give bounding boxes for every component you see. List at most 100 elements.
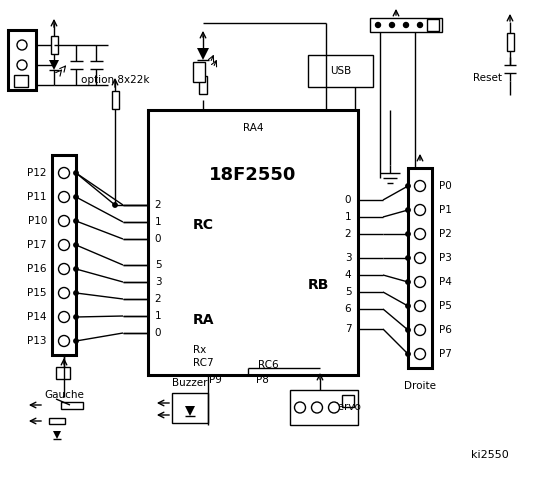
Bar (112, 91, 118, 109)
Polygon shape (185, 406, 195, 416)
Text: P9: P9 (208, 375, 221, 385)
Text: RB: RB (308, 278, 330, 292)
Bar (50, 36, 58, 54)
Text: 5: 5 (345, 287, 351, 297)
Text: RC: RC (193, 218, 214, 232)
Text: 0: 0 (155, 234, 161, 244)
Text: 4: 4 (345, 270, 351, 280)
Text: Reset: Reset (473, 73, 502, 83)
Text: 18F2550: 18F2550 (210, 166, 297, 184)
Circle shape (404, 23, 409, 27)
Text: P5: P5 (439, 301, 452, 311)
Text: USB: USB (330, 66, 351, 76)
Text: P1: P1 (439, 205, 452, 215)
Bar (14, 75, 28, 87)
Bar (290, 390, 358, 425)
Circle shape (415, 228, 425, 240)
Bar (61, 401, 83, 408)
Text: 6: 6 (345, 304, 351, 314)
Text: P7: P7 (439, 349, 452, 359)
Circle shape (311, 402, 322, 413)
Circle shape (406, 232, 410, 236)
Text: RA4: RA4 (243, 123, 263, 133)
Text: P14: P14 (28, 312, 47, 322)
Circle shape (59, 312, 70, 323)
Circle shape (59, 264, 70, 275)
Circle shape (406, 280, 410, 284)
Text: P0: P0 (439, 181, 452, 191)
Text: 3: 3 (345, 253, 351, 263)
Text: 1: 1 (155, 217, 161, 227)
Text: P3: P3 (439, 253, 452, 263)
Text: RA: RA (193, 313, 215, 327)
Circle shape (406, 184, 410, 188)
Text: RC7: RC7 (193, 358, 213, 368)
Bar (148, 110, 358, 375)
Text: P17: P17 (28, 240, 47, 250)
Text: 3: 3 (155, 277, 161, 287)
Polygon shape (53, 431, 61, 439)
Text: 2: 2 (155, 200, 161, 210)
Text: 1: 1 (345, 212, 351, 222)
Circle shape (389, 23, 394, 27)
Circle shape (74, 171, 78, 175)
Text: option 8x22k: option 8x22k (81, 75, 149, 85)
Bar (308, 55, 373, 87)
Bar (427, 19, 439, 31)
Text: P16: P16 (28, 264, 47, 274)
Text: P13: P13 (28, 336, 47, 346)
Bar (8, 30, 36, 90)
Bar (507, 33, 514, 51)
Bar (49, 418, 65, 424)
Circle shape (59, 336, 70, 347)
Circle shape (418, 23, 422, 27)
Circle shape (406, 208, 410, 212)
Text: P8: P8 (255, 375, 268, 385)
Text: Buzzer: Buzzer (172, 378, 208, 388)
Circle shape (415, 204, 425, 216)
Text: Servo: Servo (331, 403, 361, 412)
Text: 2: 2 (345, 229, 351, 239)
Circle shape (113, 203, 117, 207)
Polygon shape (197, 48, 209, 60)
Circle shape (375, 23, 380, 27)
Text: 0: 0 (345, 195, 351, 205)
Circle shape (59, 168, 70, 179)
Circle shape (74, 315, 78, 319)
Bar (52, 155, 76, 355)
Circle shape (406, 328, 410, 332)
Circle shape (74, 291, 78, 295)
Text: Gauche: Gauche (44, 390, 84, 400)
Circle shape (74, 195, 78, 199)
Circle shape (59, 216, 70, 227)
Circle shape (415, 300, 425, 312)
Circle shape (406, 256, 410, 260)
Circle shape (74, 339, 78, 343)
Text: 1: 1 (155, 311, 161, 321)
Text: P6: P6 (439, 325, 452, 335)
Text: Droite: Droite (404, 381, 436, 391)
Text: P12: P12 (28, 168, 47, 178)
Bar (370, 18, 442, 32)
Circle shape (59, 288, 70, 299)
Circle shape (415, 180, 425, 192)
Circle shape (415, 348, 425, 360)
Bar (342, 395, 354, 407)
Text: Rx: Rx (193, 345, 206, 355)
Polygon shape (49, 60, 59, 70)
Bar (56, 367, 70, 379)
Circle shape (328, 402, 340, 413)
Circle shape (74, 243, 78, 247)
Text: P10: P10 (28, 216, 47, 226)
Bar (172, 393, 208, 423)
Text: 2: 2 (155, 294, 161, 304)
Text: 0: 0 (155, 328, 161, 338)
Circle shape (415, 324, 425, 336)
Text: ki2550: ki2550 (471, 450, 509, 460)
Circle shape (74, 219, 78, 223)
Circle shape (295, 402, 305, 413)
Circle shape (17, 60, 27, 70)
Bar (199, 76, 207, 94)
Circle shape (415, 276, 425, 288)
Bar (408, 168, 432, 368)
